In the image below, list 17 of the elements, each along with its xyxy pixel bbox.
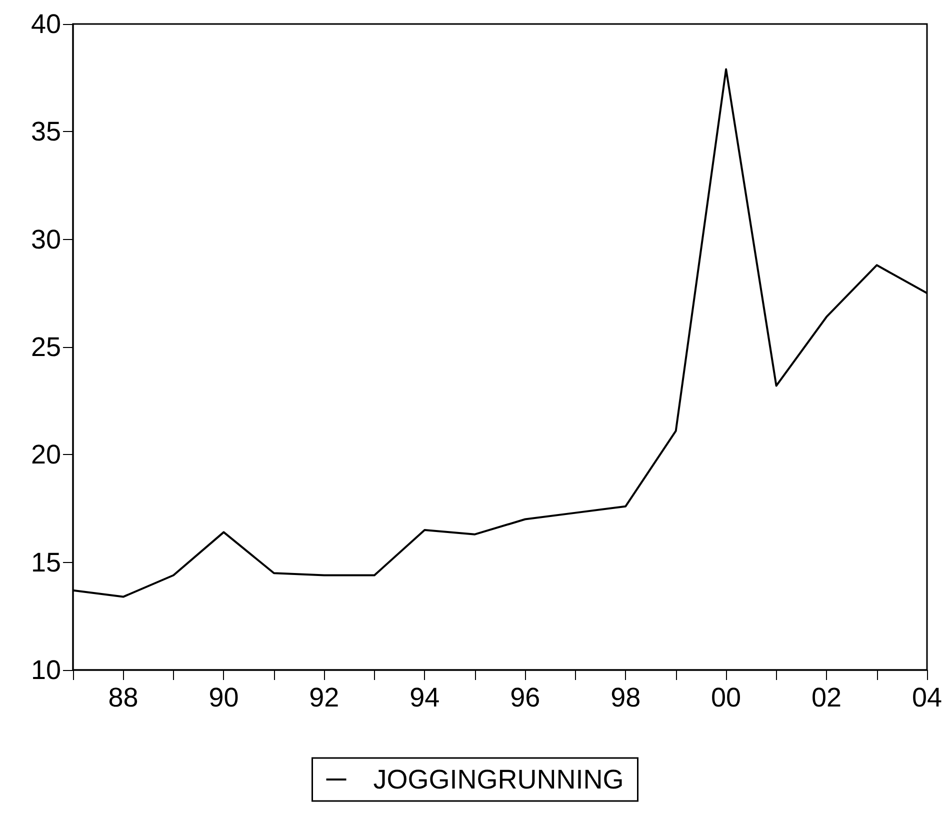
y-tick-label: 10: [30, 655, 61, 685]
x-tick-label: 04: [912, 682, 942, 712]
legend-label: JOGGINGRUNNING: [373, 764, 624, 794]
x-tick-label: 92: [309, 682, 340, 712]
x-tick-label: 94: [410, 682, 440, 712]
y-tick-label: 30: [30, 224, 61, 254]
y-tick-label: 25: [30, 332, 61, 362]
y-tick-label: 35: [30, 116, 61, 147]
x-tick-label: 98: [610, 682, 641, 712]
x-tick-label: 90: [208, 682, 239, 712]
x-tick-label: 96: [510, 682, 540, 712]
y-tick-label: 15: [30, 547, 61, 578]
x-tick-label: 00: [711, 682, 742, 712]
x-tick-label: 02: [812, 682, 842, 712]
x-tick-label: 88: [108, 682, 138, 712]
y-tick-label: 20: [30, 440, 61, 470]
y-tick-label: 40: [30, 9, 61, 39]
